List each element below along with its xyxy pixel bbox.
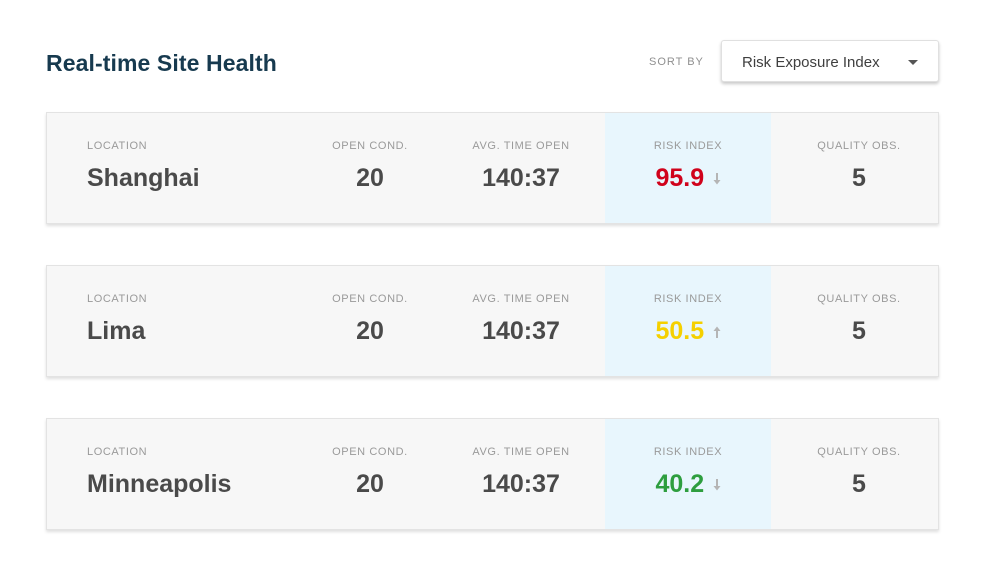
chevron-down-icon (908, 60, 918, 65)
risk-index-label: RISK INDEX (653, 293, 723, 305)
site-card[interactable]: LOCATION OPEN COND. AVG. TIME OPEN RISK … (46, 112, 939, 224)
risk-index-label: RISK INDEX (653, 140, 723, 152)
risk-index-cell: 50.5 (605, 317, 771, 346)
open-cond-value: 20 (356, 470, 384, 498)
avg-time-open-label: AVG. TIME OPEN (472, 140, 570, 152)
risk-index-value: 40.2 (655, 470, 705, 498)
risk-highlight (605, 113, 771, 223)
quality-obs-value: 5 (852, 164, 866, 192)
risk-highlight (605, 266, 771, 376)
risk-index-label: RISK INDEX (653, 446, 723, 458)
location-value: Lima (87, 317, 146, 345)
risk-highlight (605, 419, 771, 529)
page-header: Real-time Site Health SORT BY Risk Expos… (46, 40, 939, 84)
location-label: LOCATION (87, 293, 148, 305)
avg-time-open-value: 140:37 (482, 470, 560, 498)
location-value: Minneapolis (87, 470, 232, 498)
quality-obs-label: QUALITY OBS. (817, 140, 901, 152)
sort-label: SORT BY (649, 56, 704, 68)
sort-selected-value: Risk Exposure Index (742, 54, 880, 71)
trend-down-icon (713, 172, 721, 185)
open-cond-label: OPEN COND. (332, 446, 408, 458)
open-cond-label: OPEN COND. (332, 140, 408, 152)
quality-obs-label: QUALITY OBS. (817, 446, 901, 458)
location-label: LOCATION (87, 140, 148, 152)
page-title: Real-time Site Health (46, 50, 277, 76)
site-card[interactable]: LOCATION OPEN COND. AVG. TIME OPEN RISK … (46, 418, 939, 530)
risk-index-cell: 95.9 (605, 164, 771, 193)
trend-down-icon (713, 478, 721, 491)
risk-index-cell: 40.2 (605, 470, 771, 499)
avg-time-open-label: AVG. TIME OPEN (472, 446, 570, 458)
avg-time-open-value: 140:37 (482, 164, 560, 192)
site-card[interactable]: LOCATION OPEN COND. AVG. TIME OPEN RISK … (46, 265, 939, 377)
quality-obs-label: QUALITY OBS. (817, 293, 901, 305)
quality-obs-value: 5 (852, 317, 866, 345)
risk-index-value: 95.9 (655, 164, 705, 192)
risk-index-value: 50.5 (655, 317, 705, 345)
open-cond-value: 20 (356, 164, 384, 192)
quality-obs-value: 5 (852, 470, 866, 498)
open-cond-label: OPEN COND. (332, 293, 408, 305)
trend-up-icon (713, 326, 721, 338)
open-cond-value: 20 (356, 317, 384, 345)
avg-time-open-label: AVG. TIME OPEN (472, 293, 570, 305)
location-value: Shanghai (87, 164, 200, 192)
location-label: LOCATION (87, 446, 148, 458)
sort-dropdown[interactable]: Risk Exposure Index (721, 40, 939, 82)
avg-time-open-value: 140:37 (482, 317, 560, 345)
